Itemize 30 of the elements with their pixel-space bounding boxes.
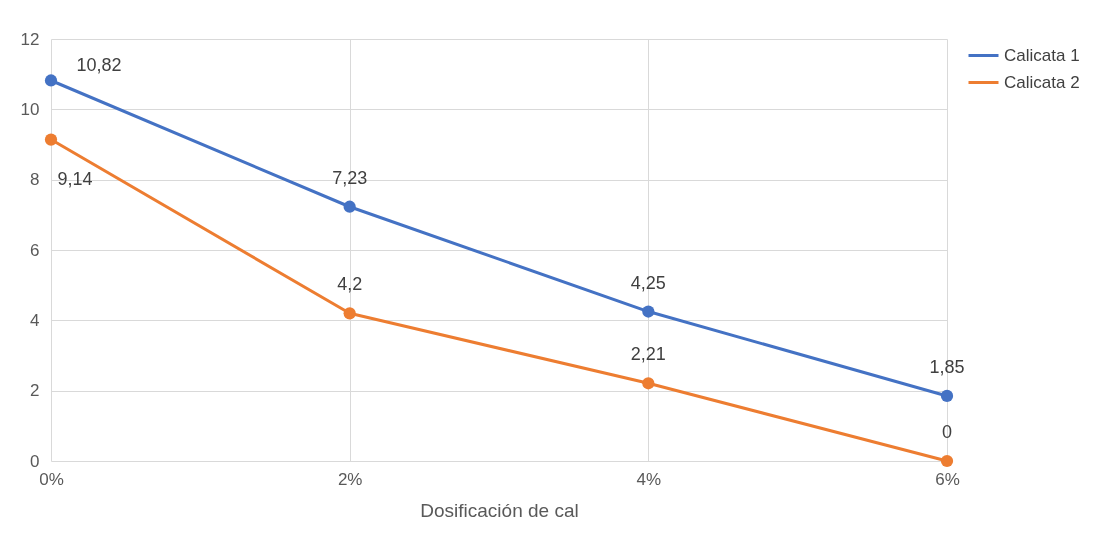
data-label: 2,21 bbox=[630, 344, 666, 365]
x-tick-label: 4% bbox=[636, 469, 662, 489]
x-tick-label: 0% bbox=[39, 469, 64, 489]
data-label: 4,25 bbox=[630, 272, 666, 293]
y-tick-label: 6 bbox=[30, 240, 40, 260]
point bbox=[642, 377, 655, 390]
x-axis-title: Dosificación de cal bbox=[420, 499, 579, 521]
point bbox=[44, 74, 58, 87]
data-label: 10,82 bbox=[76, 55, 122, 76]
data-label: 4,2 bbox=[337, 274, 363, 295]
point bbox=[940, 389, 954, 403]
point bbox=[44, 133, 58, 146]
data-label: 0 bbox=[941, 422, 953, 442]
y-tick-label: 4 bbox=[30, 310, 40, 330]
x-tick-label: 2% bbox=[337, 469, 363, 489]
point bbox=[940, 454, 954, 468]
y-tick-label: 0 bbox=[30, 451, 40, 471]
legend-label: Calicata 1 bbox=[1004, 45, 1080, 65]
data-label: 1,85 bbox=[929, 356, 965, 377]
point bbox=[343, 307, 356, 320]
legend-label: Calicata 2 bbox=[1004, 72, 1080, 92]
point bbox=[343, 200, 356, 213]
y-tick-label: 10 bbox=[20, 99, 40, 119]
x-tick-label: 6% bbox=[935, 469, 960, 489]
point bbox=[642, 305, 655, 318]
data-label: 7,23 bbox=[332, 167, 368, 188]
y-tick-label: 12 bbox=[20, 29, 40, 49]
y-tick-label: 2 bbox=[30, 381, 40, 401]
data-label: 9,14 bbox=[57, 168, 93, 189]
y-tick-label: 8 bbox=[30, 170, 40, 190]
